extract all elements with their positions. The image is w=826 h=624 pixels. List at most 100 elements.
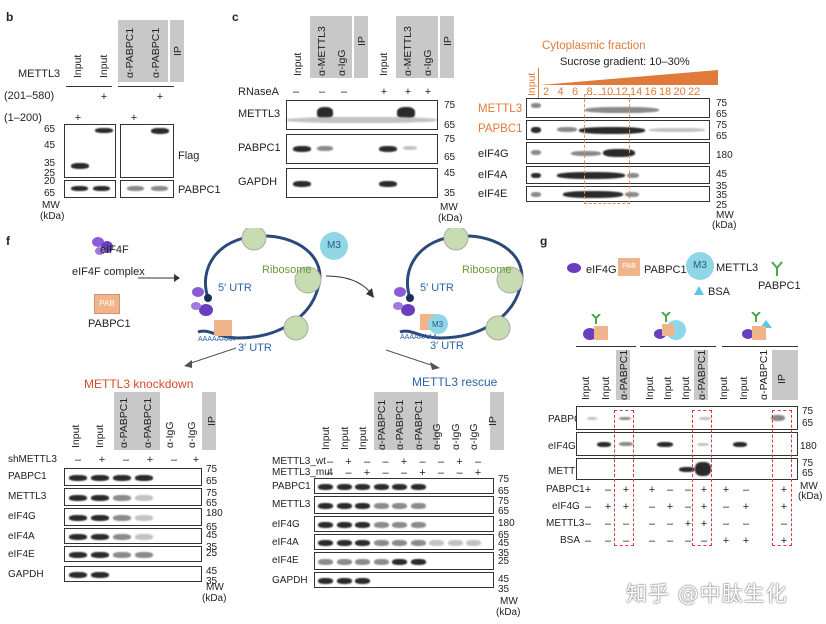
band (336, 578, 352, 584)
band (69, 475, 87, 481)
divider (538, 68, 539, 98)
mw-tick: 65 (444, 120, 456, 131)
m3-bound-label: M3 (432, 320, 444, 329)
col-label: α-METTL3 (402, 26, 414, 76)
mrna-loop-diagram (393, 228, 524, 341)
sign: – (419, 456, 426, 468)
fraction-label: 18 (659, 86, 672, 98)
fraction-label: 14 (630, 86, 643, 98)
highlight-box (614, 410, 634, 546)
eif4g-icon (567, 263, 581, 273)
blot-pabpc1-ip (120, 180, 174, 198)
band (355, 522, 370, 528)
band (603, 149, 635, 157)
mw-tick: 35 (498, 548, 510, 559)
fraction-label: 8 (586, 86, 593, 98)
pabpc1-label: PABPC1 (88, 318, 131, 330)
blot-row (314, 516, 494, 532)
mw-tick: 75 (498, 474, 510, 485)
blot-suc-mettl3 (526, 98, 710, 118)
blot-flag-input (64, 124, 116, 178)
mw-tick: 65 (444, 152, 456, 163)
sign: – (648, 518, 656, 530)
sign: + (742, 501, 750, 513)
pab-icon: PAB (618, 258, 640, 276)
row-label: BSA (560, 535, 581, 546)
ip-header-bg (118, 20, 168, 82)
sign: + (722, 484, 730, 496)
sign: + (622, 484, 630, 496)
mw-unit: (kDa) (40, 211, 65, 222)
sign: – (666, 535, 674, 547)
mw-label: MW (800, 481, 818, 492)
blot-row (64, 546, 202, 562)
pab-icon: PAB (94, 294, 120, 314)
blot-suc-pabpc1 (526, 120, 710, 140)
col-label: α-PABPC1 (150, 27, 162, 78)
mw-tick: 25 (716, 200, 728, 211)
row-label: METTL3 (546, 518, 585, 529)
band (597, 442, 611, 447)
blot-g-eif4g (576, 432, 798, 456)
band (113, 552, 131, 558)
band (317, 107, 333, 119)
sign: – (666, 518, 674, 530)
sign: + (700, 518, 708, 530)
band (373, 540, 389, 546)
band (93, 186, 110, 191)
sign: + (742, 535, 750, 547)
sign: – (742, 518, 750, 530)
mw-tick: 65 (716, 109, 728, 120)
sign: – (382, 467, 389, 479)
band (336, 540, 352, 546)
mrna-loop-diagram (191, 228, 322, 341)
sign: + (474, 467, 482, 479)
band (69, 515, 87, 521)
mw-unit: (kDa) (712, 220, 737, 231)
arrow-icon (326, 275, 374, 298)
row-label: eIF4G (552, 501, 580, 512)
band (91, 552, 109, 558)
band (287, 117, 437, 123)
band (587, 417, 597, 420)
col-label: α-PABPC1 (758, 349, 770, 400)
band (531, 192, 541, 197)
mw-tick: 65 (498, 530, 510, 541)
sign: – (437, 467, 445, 479)
band (293, 181, 311, 187)
panel-letter-c: c (232, 10, 239, 24)
band (336, 522, 352, 528)
band (563, 191, 623, 198)
mw-tick: 65 (802, 418, 814, 429)
mw-tick: 65 (802, 468, 814, 479)
highlight-box (772, 410, 792, 546)
mw-tick: 75 (716, 120, 728, 131)
band (135, 495, 153, 501)
ip-label-bg (490, 392, 504, 450)
sign: – (74, 454, 82, 466)
sign: – (700, 535, 708, 547)
sign: + (100, 91, 108, 103)
band (531, 150, 541, 155)
mw-unit: (kDa) (438, 213, 463, 224)
band (379, 146, 397, 152)
mw-tick: 65 (498, 486, 510, 497)
band (403, 146, 417, 150)
sign: + (622, 501, 630, 513)
ip-header-bg (772, 350, 798, 400)
sign: – (363, 456, 371, 468)
legend-label: PABPC1 (758, 280, 801, 292)
sign: + (192, 454, 200, 466)
ip-label: IP (172, 46, 184, 56)
col-label: α-IgG (468, 423, 480, 451)
sign: – (604, 518, 612, 530)
band (531, 127, 541, 133)
sign: – (340, 86, 348, 98)
col-label: Input (378, 52, 390, 76)
col-label: Input (72, 54, 84, 78)
sign: – (648, 535, 656, 547)
blot-row (314, 496, 494, 514)
blot-label: eIF4A (272, 537, 299, 548)
sign: + (722, 535, 730, 547)
blot-label: PABPC1 (8, 471, 47, 482)
